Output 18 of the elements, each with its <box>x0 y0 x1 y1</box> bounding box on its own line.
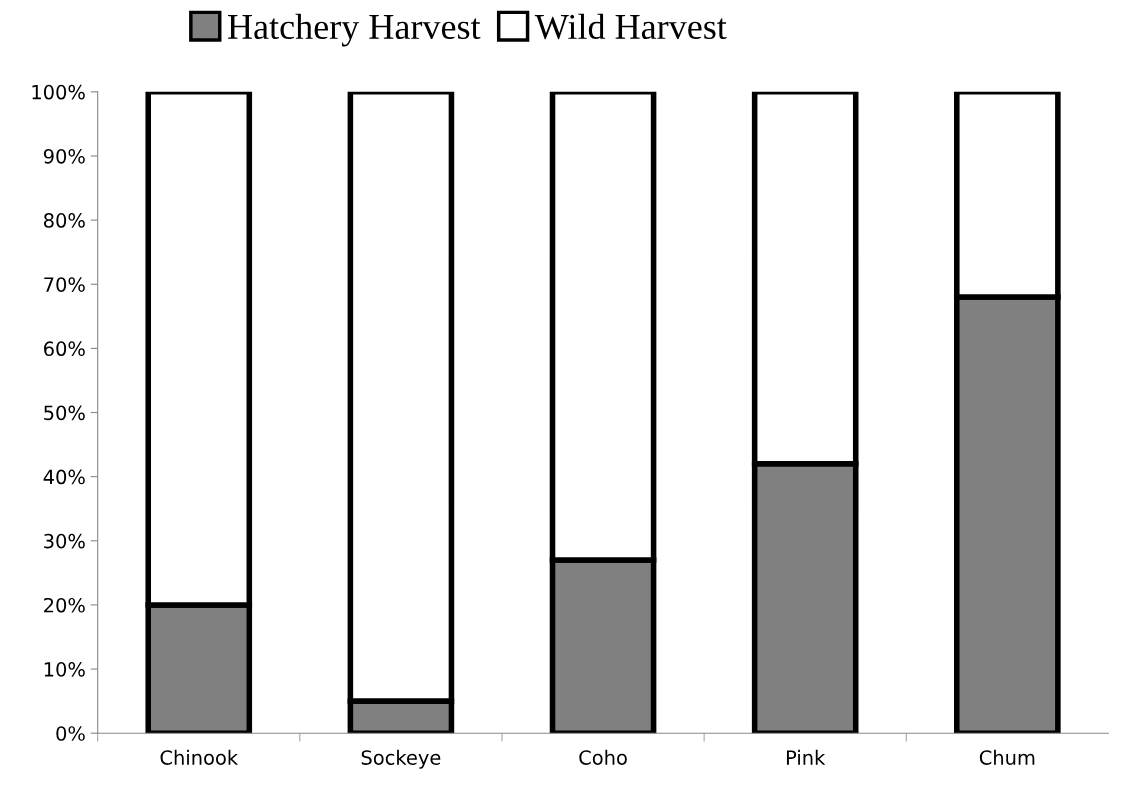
y-tick-label: 30% <box>44 533 85 549</box>
y-tick-label: 70% <box>44 277 85 292</box>
y-tick-label: 20% <box>44 597 85 613</box>
x-tick-label: Chinook <box>160 749 239 765</box>
x-tick-label: Sockeye <box>361 749 441 769</box>
y-tick-label: 50% <box>44 405 85 421</box>
y-tick-label: 0% <box>56 726 85 741</box>
y-tick-label: 60% <box>44 341 85 357</box>
y-tick-label: 80% <box>44 213 85 228</box>
legend-label: Wild Harvest <box>534 13 727 40</box>
x-tick-label: Pink <box>786 749 826 765</box>
x-tick-label: Coho <box>579 749 627 765</box>
y-tick-label: 90% <box>43 148 85 164</box>
y-tick-label: 40% <box>43 469 85 485</box>
legend-label: Hatchery Harvest <box>227 13 481 47</box>
x-tick-label: Chum <box>979 749 1035 765</box>
y-tick-label: 100% <box>32 84 85 100</box>
y-tick-label: 10% <box>44 662 85 677</box>
